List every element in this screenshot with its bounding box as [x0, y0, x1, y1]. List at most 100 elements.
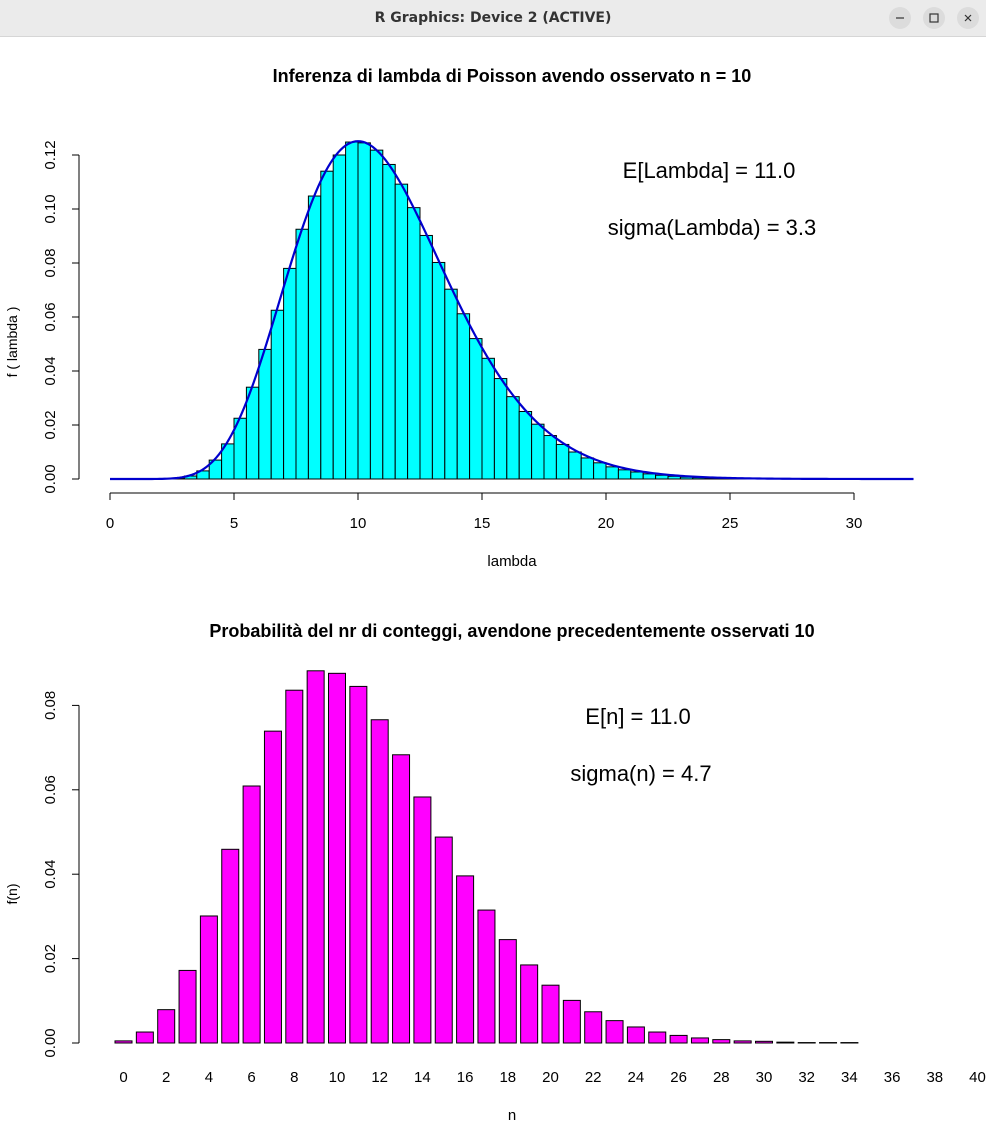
chart1-bar — [531, 423, 545, 480]
chart2-bar — [541, 984, 560, 1044]
chart1-x-tick-label: 25 — [722, 515, 739, 532]
chart-counts: Probabilità del nr di conteggi, avendone… — [4, 621, 986, 1124]
close-icon — [964, 14, 972, 22]
minimize-button[interactable] — [889, 7, 911, 29]
chart2-bar — [157, 1009, 176, 1044]
chart2-x-tick-label: 26 — [670, 1069, 687, 1086]
chart1-bar — [320, 170, 334, 480]
chart2-y-axis: 0.00 0.02 0.04 0.06 0.08 — [42, 691, 80, 1058]
chart1-bar — [258, 348, 272, 480]
chart1-y-tick-label: 0.08 — [42, 248, 59, 277]
chart2-bar — [114, 1040, 133, 1044]
chart2-y-tick-label: 0.04 — [42, 860, 59, 889]
chart2-ylabel: f(n) — [4, 884, 20, 905]
chart1-bar — [283, 267, 297, 480]
chart2-x-tick-label: 40 — [969, 1069, 986, 1086]
chart1-x-tick-label: 20 — [598, 515, 615, 532]
chart1-y-tick-label: 0.04 — [42, 356, 59, 385]
chart1-x-tick-label: 0 — [106, 515, 114, 532]
chart1-bar — [481, 357, 495, 480]
chart1-annotation-mean: E[Lambda] = 11.0 — [623, 158, 796, 183]
chart1-bar — [307, 195, 322, 480]
chart2-bar — [669, 1034, 688, 1044]
chart2-x-tick-label: 28 — [713, 1069, 730, 1086]
chart1-bar — [270, 309, 285, 480]
chart2-bar — [776, 1041, 795, 1044]
chart1-bar — [382, 163, 396, 480]
chart2-bar — [626, 1026, 645, 1044]
chart2-y-tick-label: 0.06 — [42, 775, 59, 804]
chart2-bar — [712, 1039, 731, 1044]
chart2-bar — [306, 670, 325, 1044]
chart1-bar — [630, 471, 644, 480]
chart2-bar — [370, 719, 389, 1044]
chart-lambda: Inferenza di lambda di Poisson avendo os… — [4, 66, 914, 570]
chart2-xlabel: n — [508, 1107, 516, 1124]
chart1-xlabel: lambda — [487, 553, 537, 570]
chart2-x-tick-label: 20 — [542, 1069, 559, 1086]
chart2-bar — [648, 1031, 667, 1044]
chart2-bar — [349, 685, 368, 1044]
chart1-bar — [580, 457, 595, 480]
chart1-bar — [431, 261, 446, 480]
chart2-title: Probabilità del nr di conteggi, avendone… — [209, 621, 814, 641]
chart1-bar — [245, 386, 260, 480]
chart2-bar — [520, 964, 539, 1044]
chart1-x-tick-label: 5 — [230, 515, 238, 532]
chart2-x-tick-label: 30 — [756, 1069, 773, 1086]
chart1-bar — [469, 338, 483, 480]
window-titlebar: R Graphics: Device 2 (ACTIVE) — [0, 0, 986, 37]
chart2-bar — [392, 754, 411, 1044]
chart2-x-axis: 0 2 4 6 8 10 12 14 16 18 20 22 24 26 28 30 32 34 36 38 40 — [119, 1069, 986, 1086]
chart1-x-tick-label: 15 — [474, 515, 491, 532]
chart2-bar — [285, 689, 304, 1044]
chart2-x-tick-label: 4 — [205, 1069, 213, 1086]
chart2-bar — [413, 796, 432, 1044]
chart1-x-tick-label: 30 — [846, 515, 863, 532]
chart2-y-tick-label: 0.00 — [42, 1028, 59, 1057]
chart1-bar — [593, 462, 607, 480]
chart1-bar — [506, 396, 520, 480]
chart2-x-tick-label: 16 — [457, 1069, 474, 1086]
chart1-y-tick-label: 0.00 — [42, 464, 59, 493]
chart2-x-tick-label: 10 — [329, 1069, 346, 1086]
chart1-bar — [407, 207, 421, 480]
chart2-x-tick-label: 0 — [119, 1069, 127, 1086]
chart2-x-tick-label: 24 — [628, 1069, 645, 1086]
chart1-bar — [555, 443, 570, 480]
chart2-bar — [498, 939, 517, 1044]
chart1-y-tick-label: 0.02 — [42, 410, 59, 439]
chart2-annotation-mean: E[n] = 11.0 — [585, 704, 690, 729]
chart1-bar — [444, 288, 458, 480]
chart1-bar — [332, 154, 347, 480]
chart1-bar — [543, 435, 557, 480]
chart1-bar — [295, 228, 309, 480]
chart2-bar — [178, 969, 197, 1044]
close-button[interactable] — [957, 7, 979, 29]
chart2-x-tick-label: 8 — [290, 1069, 298, 1086]
chart2-bar — [733, 1040, 752, 1044]
chart2-bar — [263, 730, 282, 1044]
chart2-x-tick-label: 12 — [371, 1069, 388, 1086]
chart1-bar — [655, 474, 669, 480]
chart2-bar — [434, 836, 453, 1044]
chart1-title: Inferenza di lambda di Poisson avendo os… — [273, 66, 752, 86]
chart2-bar — [562, 999, 581, 1044]
chart2-bar — [221, 848, 240, 1044]
chart2-y-tick-label: 0.08 — [42, 691, 59, 720]
chart2-x-tick-label: 6 — [247, 1069, 255, 1086]
chart2-annotation-sigma: sigma(n) = 4.7 — [570, 761, 711, 786]
chart2-bar — [242, 785, 261, 1044]
chart2-bar — [135, 1031, 154, 1044]
chart1-bar — [568, 451, 582, 480]
chart1-y-tick-label: 0.10 — [42, 194, 59, 223]
chart1-density-curve — [110, 140, 914, 481]
chart2-bar — [755, 1040, 773, 1044]
minimize-icon — [896, 17, 904, 19]
chart1-y-tick-label: 0.12 — [42, 140, 59, 169]
chart1-y-axis: 0.00 0.02 0.04 0.06 0.08 0.10 0.12 — [42, 140, 80, 494]
chart2-bar — [477, 909, 496, 1044]
maximize-button[interactable] — [923, 7, 945, 29]
chart2-x-tick-label: 22 — [585, 1069, 602, 1086]
chart2-bar — [584, 1011, 603, 1044]
